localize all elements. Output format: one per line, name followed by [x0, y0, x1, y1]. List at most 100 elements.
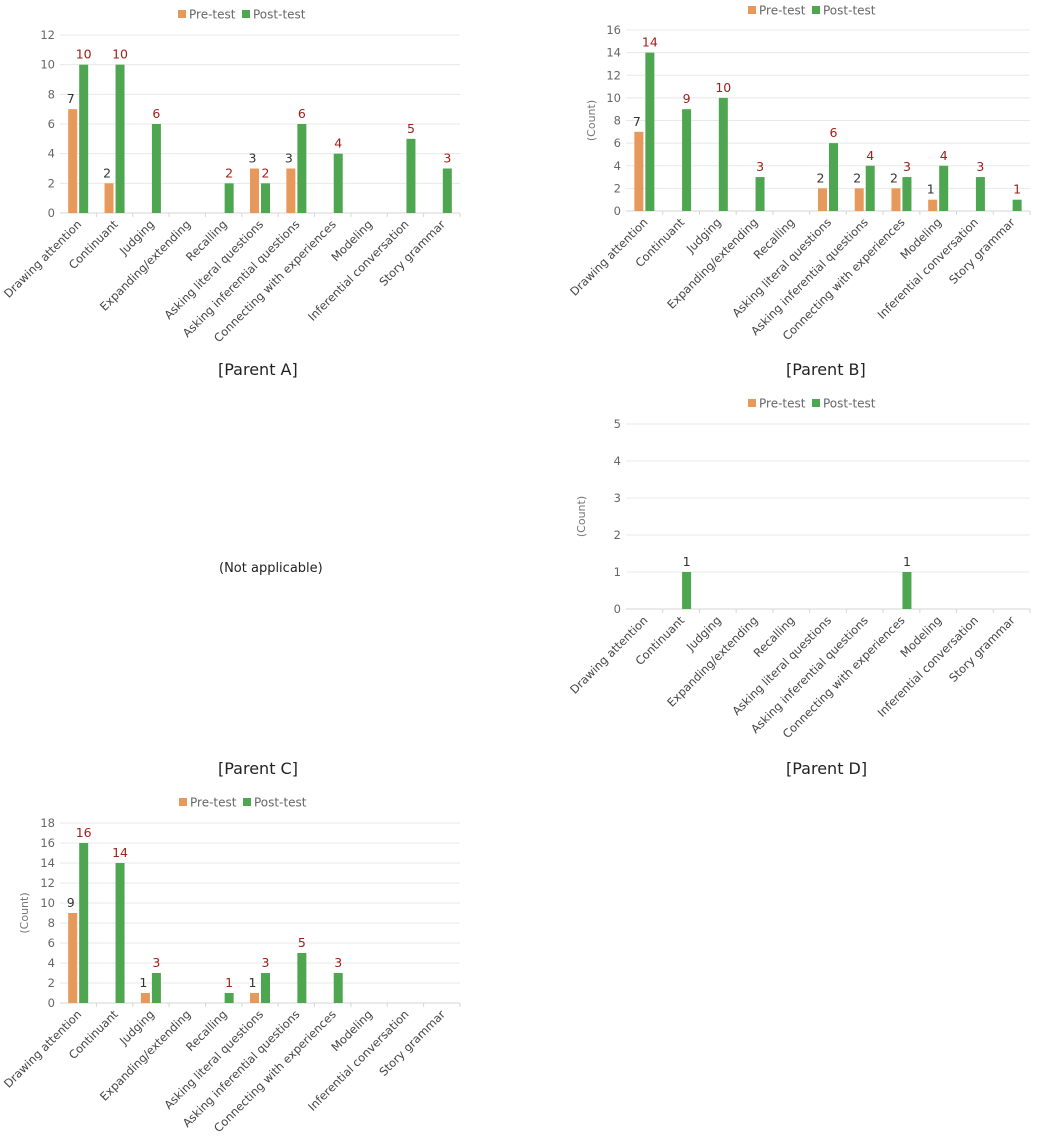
y-tick-label: 6	[614, 136, 621, 150]
data-label-post-test: 4	[334, 136, 342, 151]
legend-swatch-pre-test	[178, 10, 186, 18]
bar-pre-test	[854, 188, 864, 211]
y-tick-label: 12	[40, 876, 55, 890]
y-tick-label: 10	[606, 91, 621, 105]
data-label-pre-test: 7	[67, 91, 75, 106]
data-label-post-test: 2	[262, 165, 270, 180]
y-axis-label: (Count)	[575, 496, 588, 537]
bar-post-test	[718, 97, 728, 211]
x-category-label: Story grammar	[376, 1007, 448, 1079]
legend-swatch-post-test	[812, 6, 820, 14]
y-tick-label: 4	[48, 956, 55, 970]
data-label-post-test: 3	[756, 159, 764, 174]
legend-swatch-pre-test	[748, 399, 756, 407]
not-applicable-text: (Not applicable)	[219, 561, 323, 576]
x-category-label: Story grammar	[946, 215, 1018, 287]
chart-panel-parent-d: 0 1 2 3 4 5 (Count) Pre-test Post-test Drawing at…	[519, 390, 1038, 790]
bar-post-test	[297, 124, 307, 213]
data-label-pre-test: 3	[285, 151, 293, 166]
bar-post-test	[333, 153, 343, 213]
bar-post-test	[939, 165, 949, 211]
bar-pre-test	[891, 188, 901, 211]
bar-post-test	[115, 64, 125, 214]
y-axis-label: (Count)	[18, 892, 31, 933]
data-label-pre-test: 9	[67, 895, 75, 910]
data-label-post-test: 1	[1013, 182, 1021, 197]
x-category-label: Story grammar	[946, 613, 1018, 685]
bar-pre-test	[818, 188, 827, 211]
y-tick-label: 4	[614, 454, 621, 468]
data-label-post-test: 4	[866, 148, 874, 163]
data-label-post-test: 4	[940, 148, 948, 163]
y-tick-label: 5	[614, 417, 621, 431]
bar-post-test	[79, 64, 89, 214]
y-tick-label: 4	[614, 159, 621, 173]
data-label-pre-test: 2	[890, 170, 898, 185]
y-tick-label: 3	[614, 491, 621, 505]
legend-label-post-test: Post-test	[253, 8, 306, 22]
bar-pre-test	[928, 199, 938, 211]
bar-pre-test	[68, 913, 78, 1003]
data-label-post-test: 3	[262, 955, 270, 970]
legend-swatch-post-test	[812, 399, 820, 407]
data-label-post-test: 5	[298, 935, 306, 950]
legend-swatch-post-test	[242, 10, 250, 18]
bar-post-test	[297, 953, 307, 1003]
bar-post-test	[682, 572, 692, 609]
bar-pre-test	[140, 993, 150, 1003]
data-label-pre-test: 1	[139, 975, 147, 990]
y-tick-label: 10	[40, 896, 55, 910]
y-tick-label: 2	[614, 528, 621, 542]
bar-post-test	[682, 109, 692, 211]
data-label-pre-test: 1	[927, 182, 935, 197]
y-tick-label: 16	[40, 836, 55, 850]
chart-panel-parent-c: (Not applicable) [Parent C]	[0, 390, 519, 790]
y-tick-label: 14	[40, 856, 55, 870]
y-tick-label: 16	[606, 23, 621, 37]
y-tick-label: 0	[614, 602, 621, 616]
bar-post-test	[79, 843, 89, 1003]
bar-post-test	[261, 183, 270, 213]
bar-post-test	[902, 177, 912, 211]
data-label-post-test: 2	[225, 165, 233, 180]
legend-label-pre-test: Pre-test	[759, 397, 806, 411]
data-label-pre-test: 2	[103, 165, 111, 180]
y-tick-label: 0	[614, 204, 621, 218]
chart-panel-parent-b: 0 2 4 6 8 10 12 14 16 (Count) Pre-test Post-test Dra…	[519, 0, 1038, 390]
legend-label-post-test: Post-test	[254, 796, 307, 810]
data-label-post-test: 6	[298, 106, 306, 121]
bar-post-test	[224, 183, 234, 213]
bar-pre-test	[250, 168, 259, 213]
chart-caption-parent-a: [Parent A]	[218, 360, 298, 379]
data-label-pre-test: 3	[249, 151, 257, 166]
y-tick-label: 2	[48, 176, 55, 190]
y-tick-label: 0	[48, 206, 55, 220]
data-label-pre-test: 7	[633, 114, 641, 129]
legend-swatch-pre-test	[748, 6, 756, 14]
data-label-post-test: 6	[830, 125, 838, 140]
bar-post-test	[829, 143, 838, 211]
bar-post-test	[442, 168, 452, 213]
chart-panel-parent-a: 0 2 4 6 8 10 12 Pre-test Post-test Drawing attent…	[0, 0, 519, 390]
bar-post-test	[645, 52, 655, 211]
bar-post-test	[333, 973, 343, 1003]
bar-pre-test	[104, 183, 114, 213]
y-tick-label: 0	[48, 996, 55, 1010]
bar-post-test	[224, 993, 234, 1003]
data-label-post-test: 3	[334, 955, 342, 970]
bar-post-test	[902, 572, 912, 609]
data-label-post-test: 3	[976, 159, 984, 174]
legend-swatch-pre-test	[179, 798, 187, 806]
data-label-post-test: 3	[903, 159, 911, 174]
data-label-post-test: 9	[683, 91, 691, 106]
y-tick-label: 8	[48, 87, 55, 101]
data-label-post-test: 3	[443, 151, 451, 166]
bar-post-test	[1012, 199, 1022, 211]
y-tick-label: 6	[48, 936, 55, 950]
data-label-post-test: 14	[112, 845, 128, 860]
chart-caption-parent-b: [Parent B]	[786, 360, 866, 379]
data-label-pre-test: 2	[853, 170, 861, 185]
